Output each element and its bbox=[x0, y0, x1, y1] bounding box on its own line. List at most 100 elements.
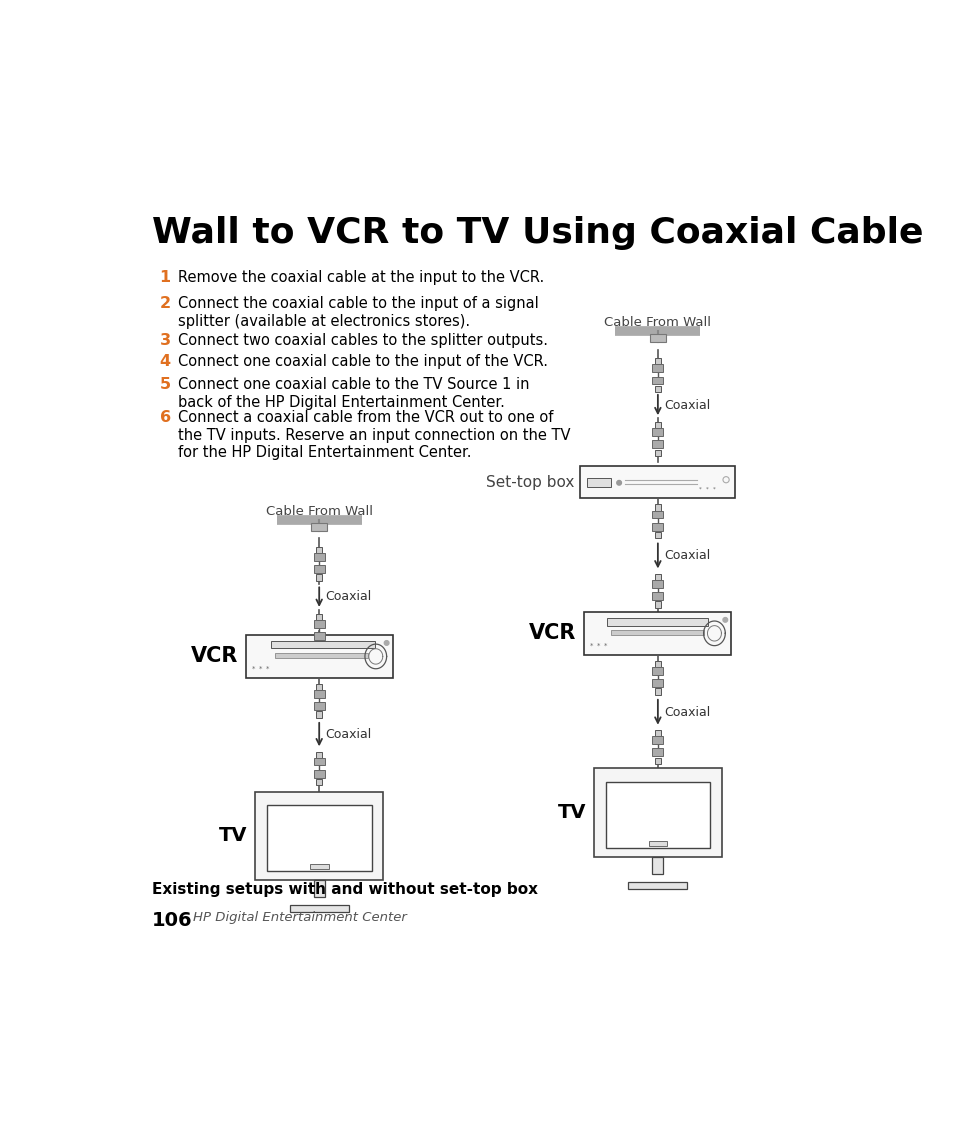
Text: Coaxial: Coaxial bbox=[663, 399, 710, 411]
Bar bbox=[628, 882, 686, 889]
Bar bbox=[654, 602, 660, 608]
Circle shape bbox=[722, 618, 727, 622]
Bar bbox=[652, 428, 662, 436]
Text: 3: 3 bbox=[159, 332, 171, 348]
Text: 2: 2 bbox=[159, 296, 171, 311]
Bar bbox=[311, 523, 327, 530]
Text: VCR: VCR bbox=[529, 623, 576, 643]
Text: *: * bbox=[699, 486, 701, 492]
Bar bbox=[654, 688, 660, 694]
Text: 5: 5 bbox=[159, 377, 171, 392]
Text: Connect one coaxial cable to the TV Source 1 in
back of the HP Digital Entertain: Connect one coaxial cable to the TV Sour… bbox=[178, 377, 529, 410]
Bar bbox=[314, 880, 324, 897]
Bar bbox=[315, 641, 322, 648]
Text: Connect two coaxial cables to the splitter outputs.: Connect two coaxial cables to the splitt… bbox=[178, 332, 548, 348]
Circle shape bbox=[384, 640, 389, 646]
Bar bbox=[607, 619, 707, 626]
Bar bbox=[605, 783, 709, 848]
Text: Connect the coaxial cable to the input of a signal
splitter (available at electr: Connect the coaxial cable to the input o… bbox=[178, 296, 538, 329]
Text: *: * bbox=[597, 643, 600, 649]
Bar bbox=[310, 864, 328, 869]
Text: Cable From Wall: Cable From Wall bbox=[266, 505, 373, 518]
Bar bbox=[255, 792, 383, 880]
Bar bbox=[586, 478, 611, 487]
Bar bbox=[290, 905, 348, 913]
Bar bbox=[652, 511, 662, 518]
Bar bbox=[314, 620, 324, 628]
Bar bbox=[654, 504, 660, 511]
Text: Remove the coaxial cable at the input to the VCR.: Remove the coaxial cable at the input to… bbox=[178, 270, 544, 284]
Bar bbox=[652, 376, 662, 384]
Bar bbox=[652, 523, 662, 530]
Bar bbox=[315, 575, 322, 581]
Bar bbox=[652, 857, 662, 874]
Bar bbox=[648, 841, 666, 847]
Text: Existing setups with and without set-top box: Existing setups with and without set-top… bbox=[152, 882, 537, 896]
Bar bbox=[314, 770, 324, 778]
Bar bbox=[654, 758, 660, 764]
Text: *: * bbox=[265, 666, 269, 673]
Text: Set-top box: Set-top box bbox=[485, 475, 574, 490]
Text: 1: 1 bbox=[159, 270, 171, 284]
Text: Wall to VCR to TV Using Coaxial Cable: Wall to VCR to TV Using Coaxial Cable bbox=[152, 216, 923, 249]
Bar bbox=[652, 748, 662, 756]
Bar bbox=[271, 641, 375, 648]
Bar bbox=[652, 592, 662, 600]
Bar bbox=[654, 386, 660, 392]
Bar bbox=[315, 751, 322, 758]
Bar bbox=[594, 768, 721, 857]
Text: TV: TV bbox=[219, 827, 247, 846]
Text: VCR: VCR bbox=[191, 647, 237, 666]
Bar bbox=[652, 679, 662, 687]
Bar bbox=[654, 730, 660, 737]
Text: *: * bbox=[258, 666, 262, 673]
Bar bbox=[315, 684, 322, 690]
Bar bbox=[314, 690, 324, 697]
Bar bbox=[315, 779, 322, 785]
Bar bbox=[314, 632, 324, 640]
Text: *: * bbox=[712, 486, 715, 492]
Text: Cable From Wall: Cable From Wall bbox=[604, 316, 711, 329]
Bar bbox=[314, 758, 324, 766]
Bar bbox=[315, 547, 322, 553]
Text: HP Digital Entertainment Center: HP Digital Entertainment Center bbox=[193, 911, 406, 924]
Bar bbox=[654, 574, 660, 579]
Bar bbox=[315, 712, 322, 718]
Text: Coaxial: Coaxial bbox=[663, 549, 710, 563]
Bar bbox=[611, 630, 703, 636]
Text: 106: 106 bbox=[152, 911, 193, 930]
Circle shape bbox=[617, 481, 620, 485]
Bar bbox=[654, 422, 660, 428]
Text: Coaxial: Coaxial bbox=[325, 728, 372, 741]
Bar bbox=[652, 440, 662, 448]
Text: 6: 6 bbox=[159, 410, 171, 426]
Text: *: * bbox=[603, 643, 607, 649]
Bar bbox=[583, 612, 731, 655]
Text: *: * bbox=[705, 486, 708, 492]
Text: Coaxial: Coaxial bbox=[663, 705, 710, 719]
Bar bbox=[267, 805, 371, 870]
Bar bbox=[314, 553, 324, 560]
Bar bbox=[274, 652, 367, 658]
Bar bbox=[649, 335, 665, 341]
Bar bbox=[314, 702, 324, 710]
Text: *: * bbox=[252, 666, 254, 673]
Bar bbox=[314, 565, 324, 573]
Bar bbox=[652, 737, 662, 743]
Bar bbox=[652, 364, 662, 372]
Bar bbox=[654, 449, 660, 456]
Bar bbox=[654, 532, 660, 538]
Text: *: * bbox=[590, 643, 593, 649]
Text: 4: 4 bbox=[159, 354, 171, 369]
Bar bbox=[652, 579, 662, 587]
Bar bbox=[245, 636, 393, 677]
Bar bbox=[579, 466, 735, 499]
Bar bbox=[654, 660, 660, 667]
Text: Connect a coaxial cable from the VCR out to one of
the TV inputs. Reserve an inp: Connect a coaxial cable from the VCR out… bbox=[178, 410, 570, 460]
Bar bbox=[652, 667, 662, 675]
Text: TV: TV bbox=[558, 803, 585, 822]
Bar bbox=[315, 613, 322, 620]
Text: Coaxial: Coaxial bbox=[325, 591, 372, 603]
Bar bbox=[654, 358, 660, 364]
Text: Connect one coaxial cable to the input of the VCR.: Connect one coaxial cable to the input o… bbox=[178, 354, 548, 369]
